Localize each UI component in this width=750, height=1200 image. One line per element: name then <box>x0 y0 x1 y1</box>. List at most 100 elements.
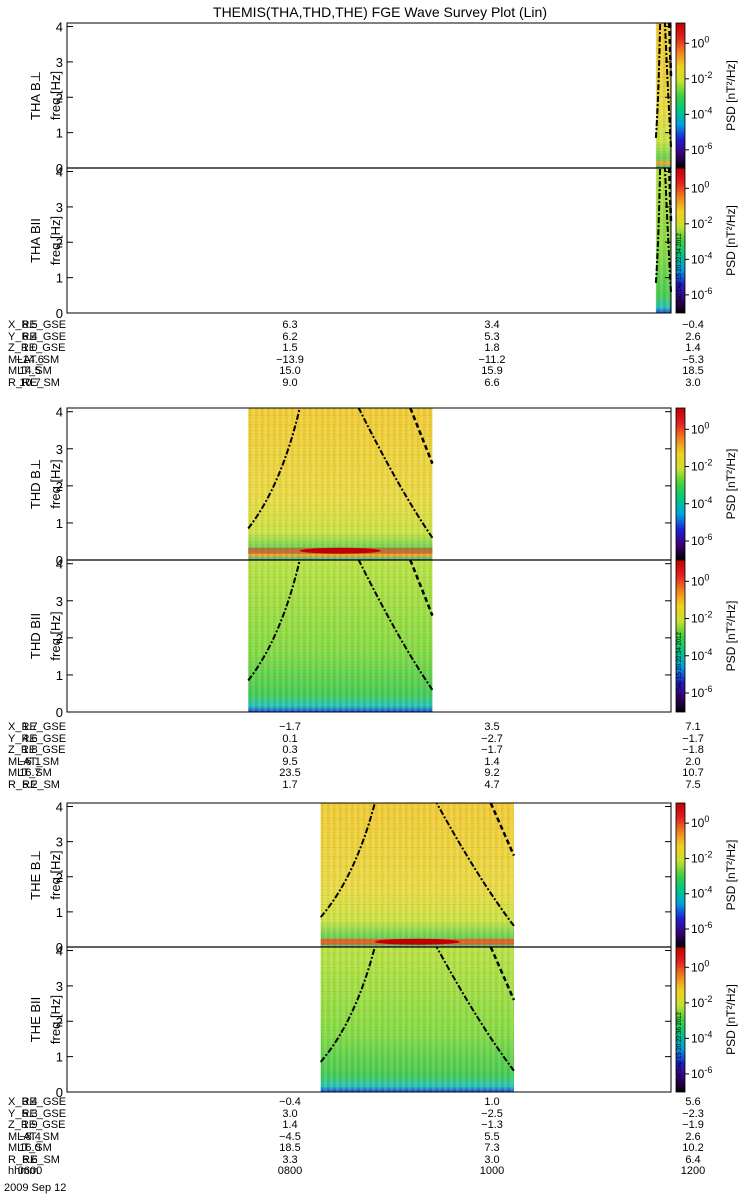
panel-frame <box>66 167 672 314</box>
orbit-value: 5.5 <box>484 1130 500 1143</box>
orbit-value: 10.7 <box>682 767 704 779</box>
orbit-row-label: MLT_SM <box>8 365 52 377</box>
fce-curve-right <box>357 407 434 539</box>
orbit-value: −0.4 <box>682 319 704 331</box>
colorbar-scale <box>675 559 686 713</box>
orbit-row-label: MLT_SM <box>8 767 52 779</box>
figure-title: THEMIS(THA,THD,THE) FGE Wave Survey Plot… <box>213 4 547 20</box>
panel-frame <box>66 22 672 169</box>
panel-tha-bperp: 0 1 2 3 4 THA B⊥ freq [Hz] 100 10-2 10-4 10-6 PSD [… <box>28 20 738 176</box>
colorbar-scale <box>675 802 686 948</box>
orbit-value: −6.1 <box>19 755 41 768</box>
colorbar-tick-label: 100 <box>691 34 709 50</box>
orbit-row: R_RE_SM 5.2 1.7 4.7 7.5 <box>0 778 750 792</box>
y-tick-label: 2 <box>56 479 63 494</box>
orbit-row-label: X_RE_GSE <box>8 319 67 331</box>
probe-group-the: 0 1 2 3 4 THE B⊥ freq [Hz] 100 10-2 10-4 10-6 PSD [… <box>28 800 738 1100</box>
orbit-value: 7.3 <box>484 1142 500 1154</box>
orbit-value: −2.5 <box>481 1107 503 1120</box>
harmonic-curve <box>409 559 434 617</box>
colorbar-tick-label: 10-2 <box>691 849 712 865</box>
orbit-row-label: hhmm <box>8 1165 39 1177</box>
orbit-value: 15.9 <box>481 365 503 377</box>
y-tick-label: 0 <box>56 306 63 321</box>
orbit-row: Z_RE_GSE 1.8 0.3 −1.7 −1.8 <box>0 744 750 757</box>
fce-curve-right <box>435 946 515 1072</box>
orbit-value: 3.0 <box>282 1107 298 1120</box>
orbit-row: X_RE_GSE 8.5 6.3 3.4 −0.4 <box>0 319 750 332</box>
orbit-value: −1.7 <box>279 721 301 733</box>
orbit-row: Z_RE_GSE 1.0 1.5 1.8 1.4 <box>0 342 750 355</box>
orbit-value: 3.0 <box>685 376 701 389</box>
fce-curve-left <box>654 22 662 139</box>
timestamp-stamp: Sat Sep 15 20:22:36 2012 <box>677 1011 683 1081</box>
colorbar-tick-label: 10-4 <box>691 647 712 663</box>
colorbar-tick-label: 10-2 <box>691 610 712 626</box>
orbit-value: 6.3 <box>282 319 298 331</box>
colorbar-tick-label: 10-4 <box>691 885 712 901</box>
colorbar-tick-label: 100 <box>691 958 709 974</box>
y-tick-label: 2 <box>56 870 63 885</box>
colorbar-tick-label: 100 <box>691 814 709 830</box>
orbit-row: X_RE_GSE 1.7 −1.7 3.5 7.1 <box>0 721 750 734</box>
timestamp-stamp: Sat Sep 15 20:22:34 2012 <box>677 232 683 302</box>
orbit-value: 1.8 <box>484 342 500 354</box>
colorbar: 100 10-2 10-4 10-6 PSD [nT²/Hz] <box>675 407 738 561</box>
y-axis-label: THE BII <box>28 997 43 1043</box>
colorbar-scale <box>675 22 686 169</box>
orbit-row: R_RE_SM 6.6 3.3 3.0 6.4 <box>0 1153 750 1167</box>
orbit-row: Z_RE_GSE 1.9 1.4 −1.3 −1.9 <box>0 1119 750 1132</box>
orbit-row: Y_RE_GSE 6.4 6.2 5.3 2.6 <box>0 331 750 344</box>
orbit-value: 10.7 <box>19 376 41 389</box>
y-axis-unit: freq [Hz] <box>48 459 63 508</box>
orbit-value: 3.0 <box>484 1153 500 1166</box>
orbit-row-label: MLT_SM <box>8 1142 52 1154</box>
harmonic-curve <box>489 946 516 1001</box>
orbit-row: R_RE_SM 10.7 9.0 6.6 3.0 <box>0 376 750 390</box>
panel-thd-bperp: 0 1 2 3 4 THD B⊥ freq [Hz] 100 10-2 10-4 10-6 PSD [… <box>28 405 738 568</box>
y-tick-label: 4 <box>56 557 63 572</box>
orbit-value: 18.5 <box>279 1142 301 1154</box>
orbit-value: 14.5 <box>19 365 41 377</box>
y-axis-unit: freq [Hz] <box>48 995 63 1044</box>
colorbar-tick-label: 10-4 <box>691 250 712 266</box>
orbit-row-label: X_RE_GSE <box>8 1096 67 1108</box>
orbit-row: MLT_SM 14.5 15.0 15.9 18.5 <box>0 365 750 378</box>
y-axis-label: THA B⊥ <box>28 71 43 120</box>
orbit-value: −4.5 <box>279 1130 301 1143</box>
spectrogram-texture <box>248 560 433 712</box>
orbit-row-label: MLAT_SM <box>8 755 60 768</box>
orbit-value: 1.7 <box>22 721 38 733</box>
y-tick-label: 3 <box>56 835 63 850</box>
colorbar-tick-label: 10-2 <box>691 70 712 86</box>
colorbar: 100 10-2 10-4 10-6 PSD [nT²/Hz] <box>675 559 738 713</box>
harmonic-curve <box>409 407 434 465</box>
orbit-value: 6.4 <box>685 1153 701 1166</box>
colorbar-label: PSD [nT²/Hz] <box>724 840 738 911</box>
orbit-value: 1.5 <box>282 342 298 354</box>
y-tick-label: 0 <box>56 705 63 720</box>
orbit-value: −1.7 <box>682 732 704 745</box>
colorbar-scale <box>675 167 686 314</box>
orbit-row-label: MLAT_SM <box>8 1130 60 1143</box>
orbit-table-the: X_RE_GSE 3.4 −0.4 1.0 5.6 Y_RE_GSE 5.3 3.0 −2.5−… <box>0 1096 750 1178</box>
orbit-value: 1.8 <box>22 744 38 756</box>
orbit-row-label: Z_RE_GSE <box>8 744 66 756</box>
orbit-value: 3.5 <box>484 721 500 733</box>
y-tick-label: 1 <box>56 905 63 920</box>
orbit-value: 3.3 <box>282 1153 298 1166</box>
orbit-row-label: Y_RE_GSE <box>8 1107 67 1120</box>
fce-curve-left <box>247 407 301 530</box>
colorbar: 100 10-2 10-4 10-6 PSD [nT²/Hz] <box>675 946 738 1093</box>
y-tick-label: 0 <box>56 940 63 955</box>
y-axis-unit: freq [Hz] <box>48 850 63 899</box>
colorbar-label: PSD [nT²/Hz] <box>724 601 738 672</box>
y-tick-label: 1 <box>56 271 63 286</box>
orbit-row: hhmm 0600 0800 1000 1200 <box>0 1165 750 1178</box>
y-tick-label: 3 <box>56 594 63 609</box>
orbit-value: 5.2 <box>22 778 38 791</box>
orbit-row-label: Z_RE_GSE <box>8 1119 66 1131</box>
orbit-value: 2.0 <box>685 755 701 768</box>
colorbar-label: PSD [nT²/Hz] <box>724 60 738 131</box>
orbit-value: 1.0 <box>22 342 38 354</box>
